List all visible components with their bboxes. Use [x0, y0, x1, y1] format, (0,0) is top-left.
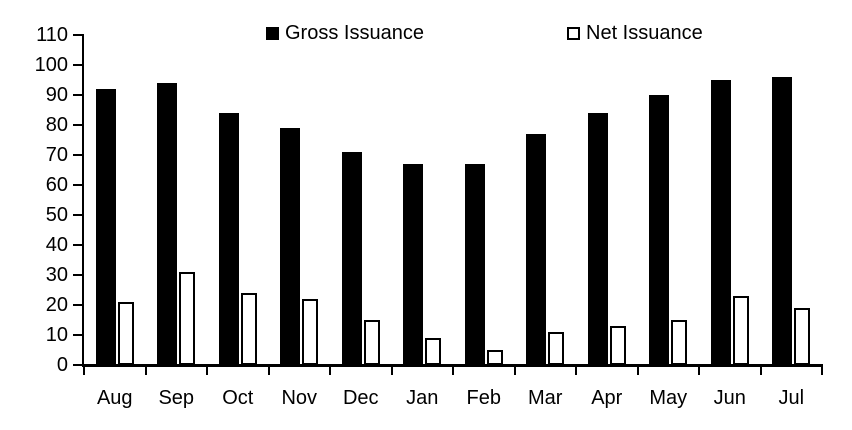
- bar-net-issuance-mar: [548, 332, 565, 365]
- bar-gross-issuance-oct: [218, 113, 239, 365]
- x-axis-label-feb: Feb: [466, 387, 501, 409]
- y-axis-tick-40: [73, 244, 84, 246]
- bar-net-issuance-dec: [363, 320, 380, 365]
- bar-net-issuance-nov: [302, 299, 319, 365]
- y-axis-tick-90: [73, 94, 84, 96]
- x-axis-label-jul: Jul: [778, 387, 805, 409]
- y-axis-tick-60: [73, 184, 84, 186]
- bar-gross-issuance-nov: [280, 128, 301, 365]
- bar-gross-issuance-aug: [95, 89, 116, 365]
- y-axis-tick-0: [73, 364, 84, 366]
- x-axis-tick-4: [329, 364, 331, 375]
- x-axis-label-mar: Mar: [528, 387, 563, 409]
- y-axis-label-100: 100: [34, 54, 68, 76]
- bar-net-issuance-jun: [732, 296, 749, 365]
- bar-gross-issuance-jan: [403, 164, 424, 365]
- net-issuance-swatch-icon: [567, 26, 580, 40]
- x-axis-tick-12: [821, 364, 823, 375]
- bar-gross-issuance-mar: [526, 134, 547, 365]
- y-axis-label-10: 10: [45, 324, 68, 346]
- y-axis-label-80: 80: [45, 114, 68, 136]
- x-axis-tick-11: [759, 364, 762, 375]
- y-axis-label-60: 60: [45, 174, 68, 196]
- bar-net-issuance-jul: [794, 308, 811, 365]
- x-axis-tick-9: [636, 364, 639, 375]
- bar-gross-issuance-jul: [772, 77, 793, 365]
- x-axis-tick-2: [206, 364, 208, 375]
- y-axis-tick-80: [73, 124, 84, 126]
- y-axis-tick-110: [73, 34, 84, 36]
- x-axis-tick-0: [83, 364, 85, 375]
- y-axis-tick-10: [73, 334, 84, 336]
- x-axis-tick-8: [575, 364, 577, 375]
- x-axis-label-jun: Jun: [713, 387, 746, 409]
- x-axis-label-nov: Nov: [281, 387, 318, 409]
- legend-label-net-issuance: Net Issuance: [586, 22, 703, 44]
- bar-net-issuance-feb: [486, 350, 503, 365]
- legend-item-gross-issuance: Gross Issuance: [266, 22, 424, 44]
- x-axis-label-may: May: [649, 387, 688, 409]
- y-axis-tick-20: [73, 304, 84, 306]
- bar-net-issuance-aug: [117, 302, 134, 365]
- x-axis-label-aug: Aug: [96, 387, 133, 409]
- bar-gross-issuance-feb: [464, 164, 485, 365]
- x-axis-tick-1: [144, 364, 147, 375]
- y-axis-label-30: 30: [45, 264, 68, 286]
- bar-gross-issuance-jun: [710, 80, 731, 365]
- x-axis-label-apr: Apr: [591, 387, 623, 409]
- y-axis-tick-100: [73, 64, 84, 66]
- x-axis-tick-10: [698, 364, 700, 375]
- x-axis-tick-3: [267, 364, 270, 375]
- y-axis-label-50: 50: [45, 204, 68, 226]
- bar-gross-issuance-may: [649, 95, 670, 365]
- y-axis-tick-30: [73, 274, 84, 276]
- bar-gross-issuance-dec: [341, 152, 362, 365]
- bar-net-issuance-oct: [240, 293, 257, 365]
- x-axis-label-jan: Jan: [406, 387, 439, 409]
- y-axis-label-0: 0: [56, 354, 68, 376]
- legend-label-gross-issuance: Gross Issuance: [285, 22, 424, 44]
- y-axis-label-20: 20: [45, 294, 68, 316]
- bar-net-issuance-jan: [425, 338, 442, 365]
- gross-issuance-swatch-icon: [266, 26, 279, 40]
- y-axis-label-110: 110: [36, 24, 68, 46]
- legend-item-net-issuance: Net Issuance: [567, 22, 703, 44]
- y-axis-label-40: 40: [45, 234, 68, 256]
- x-axis-label-sep: Sep: [158, 387, 195, 409]
- bar-net-issuance-apr: [609, 326, 626, 365]
- y-axis-tick-70: [73, 154, 84, 156]
- y-axis-tick-50: [73, 214, 84, 216]
- x-axis-label-oct: Oct: [222, 387, 254, 409]
- y-axis-label-90: 90: [45, 84, 68, 106]
- bar-net-issuance-may: [671, 320, 688, 365]
- x-axis-label-dec: Dec: [342, 387, 379, 409]
- x-axis-tick-5: [390, 364, 393, 375]
- x-axis-tick-7: [513, 364, 516, 375]
- bar-net-issuance-sep: [179, 272, 196, 365]
- y-axis-label-70: 70: [45, 144, 68, 166]
- bar-gross-issuance-sep: [157, 83, 178, 365]
- y-axis: [82, 35, 84, 366]
- bar-gross-issuance-apr: [587, 113, 608, 365]
- x-axis-tick-6: [452, 364, 454, 375]
